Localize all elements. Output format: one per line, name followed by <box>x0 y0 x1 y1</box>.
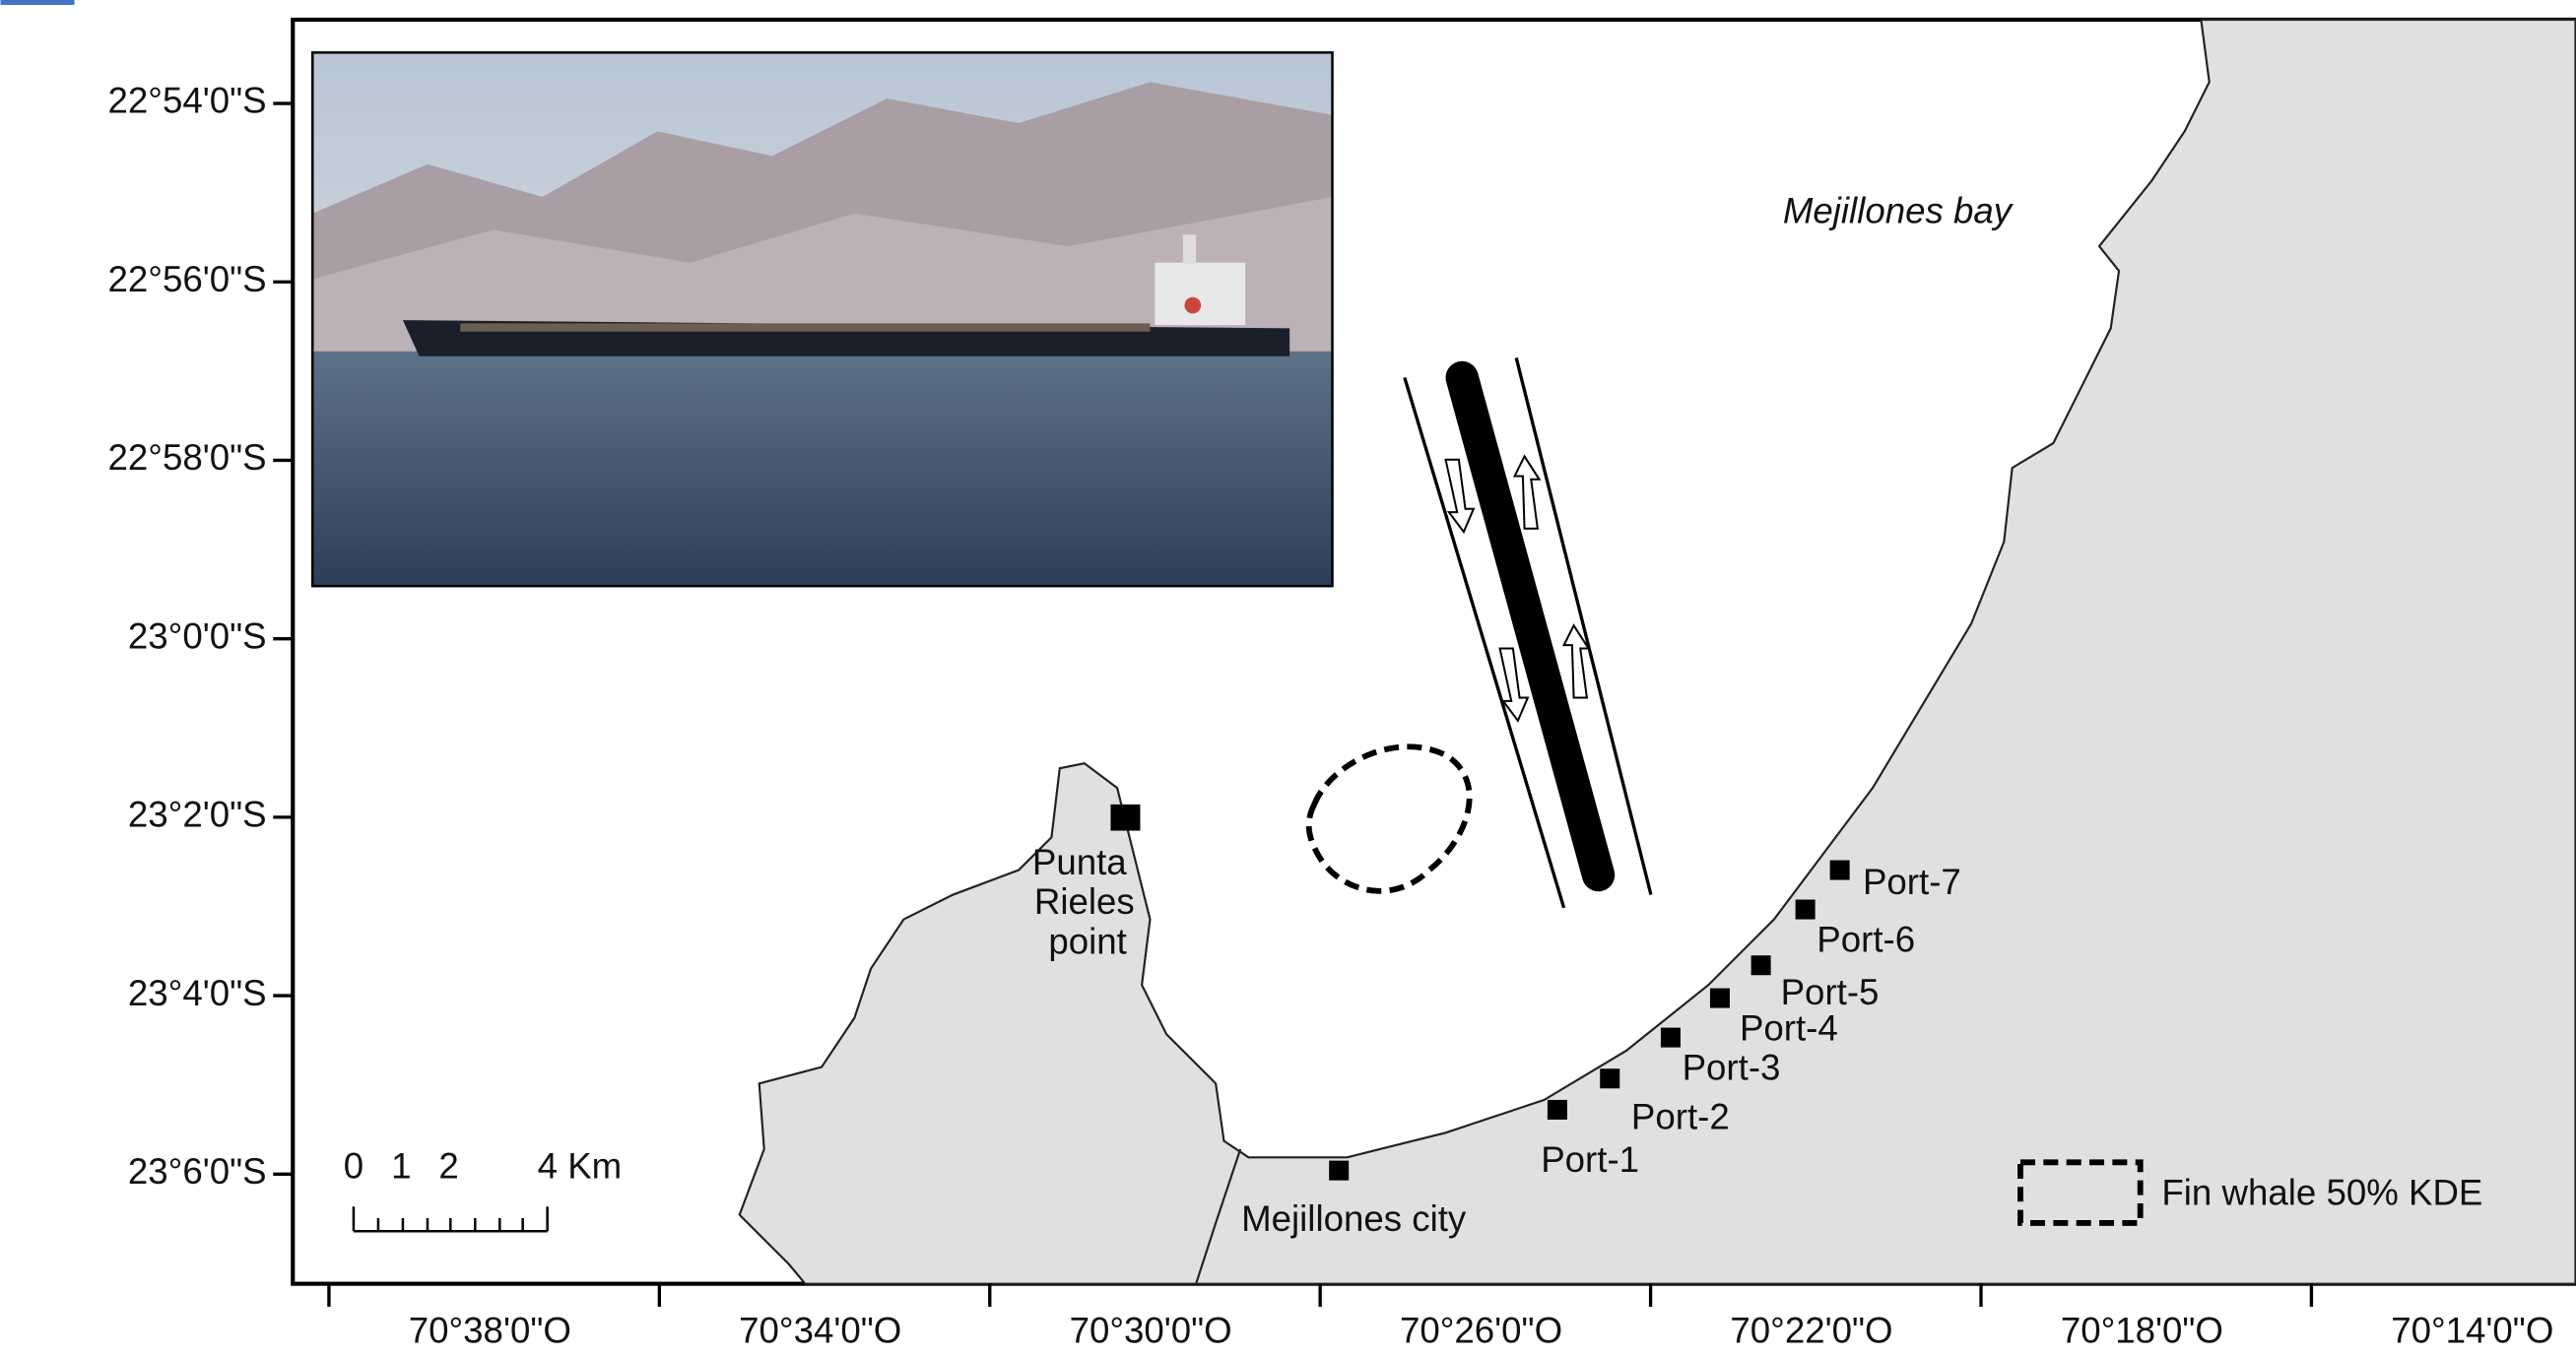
lon-label: 70°34'0"O <box>739 1310 901 1350</box>
lon-label: 70°14'0"O <box>2391 1310 2553 1350</box>
legend-label: Fin whale 50% KDE <box>2161 1172 2482 1212</box>
map-figure: Mejillones bay Mejillones city Punta Rie… <box>0 0 2576 1356</box>
port-label: Port-3 <box>1683 1048 1781 1088</box>
port-label: Port-7 <box>1863 862 1961 902</box>
point-marker <box>1110 805 1140 831</box>
scale-label: 0 <box>344 1146 363 1187</box>
lon-label: 70°30'0"O <box>1070 1310 1232 1350</box>
lat-label: 22°58'0"S <box>108 437 267 478</box>
lat-label: 23°0'0"S <box>128 615 267 656</box>
point-label: Punta <box>1032 842 1127 882</box>
lat-label: 22°54'0"S <box>108 81 267 121</box>
lat-label: 22°56'0"S <box>108 259 267 299</box>
point-label: Rieles <box>1034 881 1135 922</box>
lon-label: 70°26'0"O <box>1400 1310 1562 1350</box>
port-label: Port-6 <box>1816 920 1915 960</box>
port-marker <box>1796 900 1816 920</box>
photo-inset <box>312 52 1332 586</box>
port-label: Port-4 <box>1740 1008 1838 1049</box>
scale-label: 1 <box>391 1146 411 1187</box>
port-label: Port-5 <box>1781 972 1880 1012</box>
port-marker <box>1661 1028 1681 1048</box>
port-marker <box>1548 1100 1567 1120</box>
city-marker <box>1329 1161 1349 1181</box>
port-label: Port-1 <box>1541 1139 1639 1180</box>
point-label: point <box>1048 921 1127 961</box>
port-label: Port-2 <box>1631 1097 1730 1137</box>
lon-label: 70°22'0"O <box>1730 1310 1892 1350</box>
lon-label: 70°18'0"O <box>2061 1310 2223 1350</box>
lon-label: 70°38'0"O <box>409 1310 571 1350</box>
port-marker <box>1830 861 1850 880</box>
port-marker <box>1710 989 1730 1008</box>
lat-label: 23°2'0"S <box>128 795 267 835</box>
lat-label: 23°6'0"S <box>128 1151 267 1192</box>
bay-label: Mejillones bay <box>1783 190 2015 230</box>
port-marker <box>1600 1068 1619 1088</box>
city-label: Mejillones city <box>1241 1198 1467 1239</box>
scale-label: 4 Km <box>538 1146 623 1187</box>
lat-label: 23°4'0"S <box>128 973 267 1013</box>
scale-label: 2 <box>438 1146 458 1187</box>
port-marker <box>1751 955 1771 975</box>
corner-bar <box>1 0 75 5</box>
